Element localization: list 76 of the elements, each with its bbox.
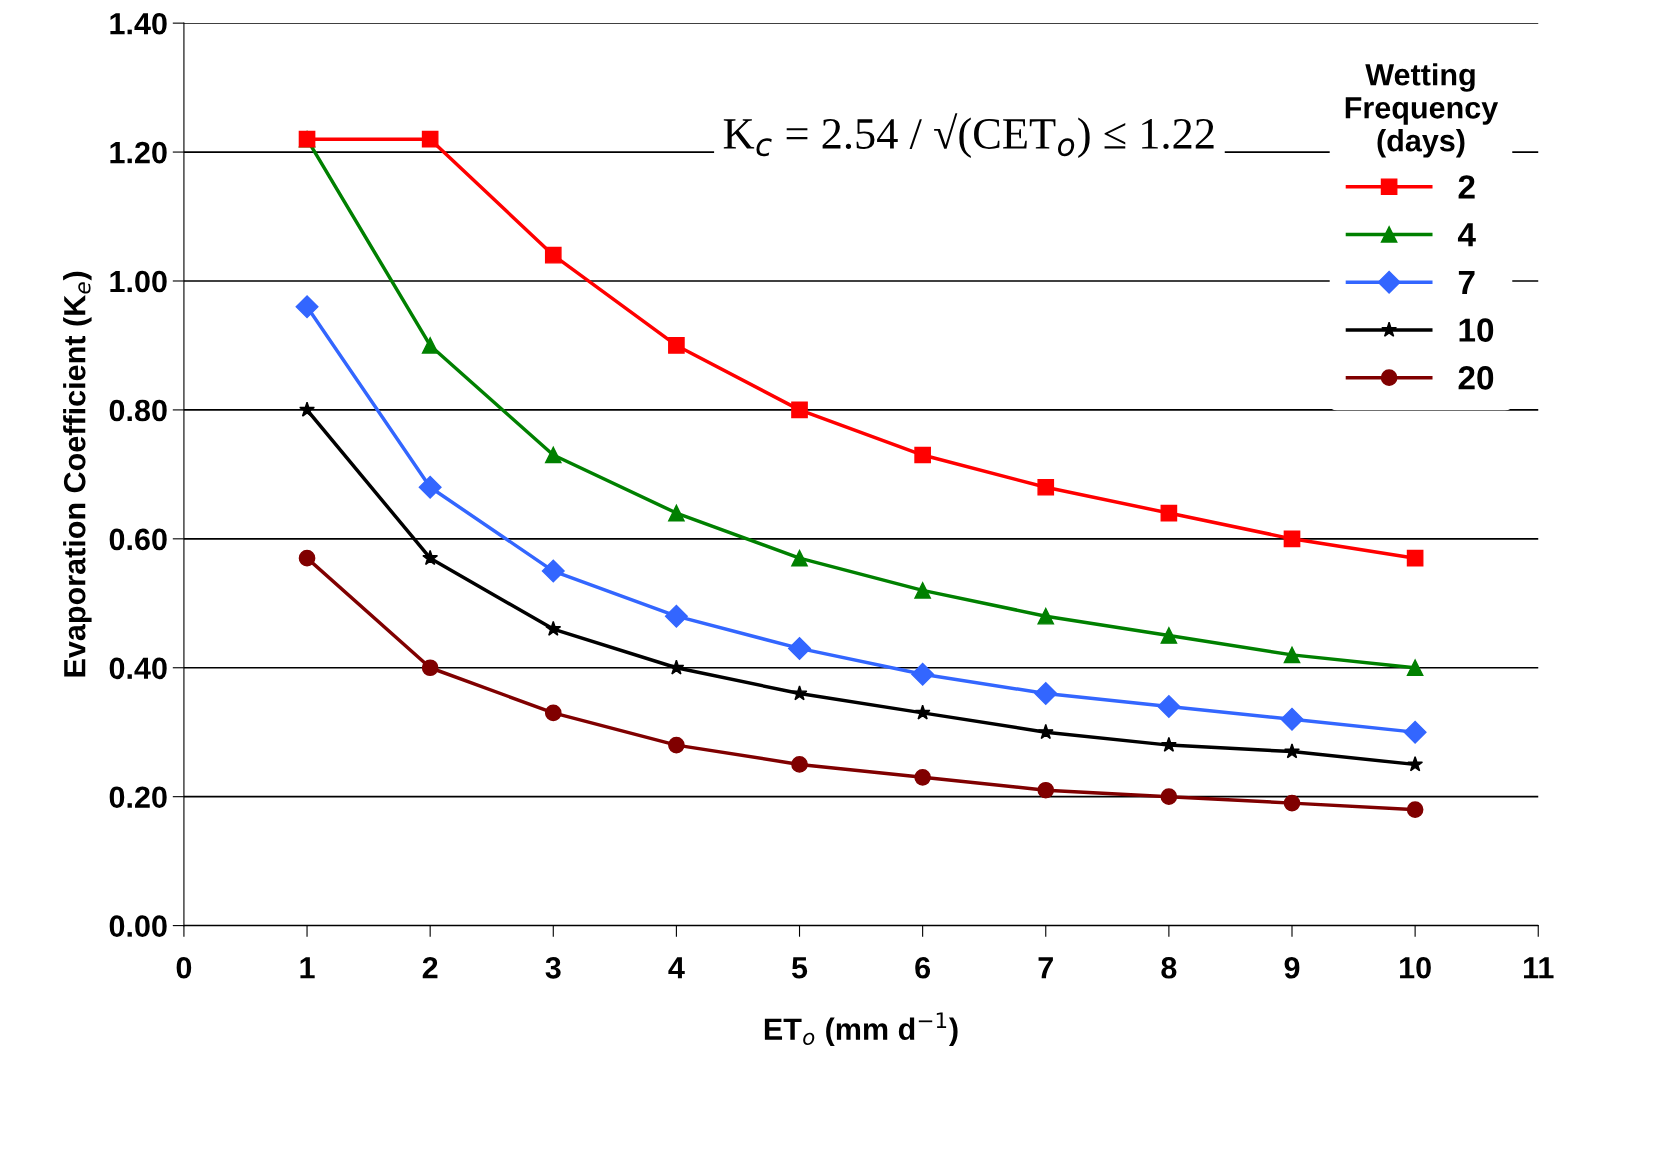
point	[1037, 478, 1055, 496]
x-tick-label: 2	[422, 956, 438, 979]
point	[1160, 627, 1178, 644]
y-tick-label: 1.40	[110, 12, 167, 35]
point	[1406, 801, 1424, 818]
point	[914, 582, 931, 599]
point	[668, 736, 685, 754]
x-tick-label: 7	[1038, 957, 1053, 979]
point	[1034, 682, 1058, 706]
point	[1283, 794, 1301, 812]
y-tick-label: 1.20	[110, 141, 167, 164]
point	[421, 337, 439, 354]
point	[1284, 743, 1300, 759]
y-tick-label: 0.40	[109, 657, 167, 680]
point	[298, 549, 316, 567]
point	[1037, 781, 1055, 799]
legend-label: 2	[1458, 175, 1475, 199]
point	[545, 620, 562, 636]
x-tick-label: 10	[1400, 956, 1431, 979]
annotation: K$_{c}$ = 2.54 / √(CET$_{o}$) ≤ 1.22	[723, 113, 1214, 158]
point	[422, 549, 439, 566]
legend-title: Wetting Frequency (days)	[1345, 63, 1499, 158]
x-axis-title: ET$_{o}$ (mm d$^{−1}$)	[764, 1012, 958, 1047]
point	[911, 662, 935, 686]
point	[914, 704, 931, 720]
point	[1160, 504, 1178, 522]
point	[668, 504, 685, 522]
point	[421, 130, 439, 148]
point	[791, 756, 808, 773]
y-tick-label: 0.20	[109, 786, 167, 809]
point	[788, 636, 812, 660]
point	[544, 446, 562, 464]
y-tick-label: 0.80	[109, 399, 167, 422]
y-tick-label: 1.00	[110, 270, 167, 293]
point	[1407, 756, 1424, 772]
y-tick-label: 0.60	[109, 528, 167, 551]
y-axis-title: Evaporation Coefficient (K$_{e}$)	[63, 271, 92, 677]
point	[295, 295, 319, 319]
point	[1157, 694, 1181, 718]
x-tick-label: 3	[545, 956, 561, 979]
x-tick-label: 4	[668, 957, 685, 979]
point	[544, 704, 562, 722]
point	[791, 685, 808, 701]
point	[1406, 659, 1424, 677]
legend-label: 10	[1459, 318, 1494, 342]
point	[1403, 720, 1427, 744]
y-tick-label: 0.00	[109, 915, 167, 937]
x-tick-label: 5	[791, 957, 808, 979]
point	[1160, 788, 1178, 806]
x-tick-label: 0	[176, 956, 192, 979]
point	[668, 337, 685, 354]
point	[791, 401, 808, 419]
point	[299, 401, 316, 417]
point	[544, 246, 562, 264]
point	[1280, 707, 1304, 731]
x-tick-label: 1	[300, 957, 315, 979]
point	[664, 604, 688, 628]
point	[1037, 723, 1054, 740]
point	[541, 559, 565, 583]
x-tick-label: 6	[915, 956, 931, 979]
point	[914, 769, 931, 786]
point	[418, 475, 442, 499]
x-tick-label: 11	[1524, 957, 1554, 979]
point	[421, 659, 439, 677]
point	[1160, 736, 1177, 752]
x-tick-label: 8	[1161, 956, 1177, 979]
point	[1406, 549, 1424, 567]
point	[1283, 530, 1301, 548]
point	[791, 549, 808, 567]
legend-label: 20	[1458, 366, 1494, 390]
x-tick-label: 9	[1284, 956, 1300, 979]
point	[1037, 607, 1055, 625]
legend-label: 4	[1457, 223, 1476, 247]
point	[914, 446, 931, 464]
point	[1283, 646, 1301, 664]
legend-label: 7	[1458, 270, 1475, 294]
